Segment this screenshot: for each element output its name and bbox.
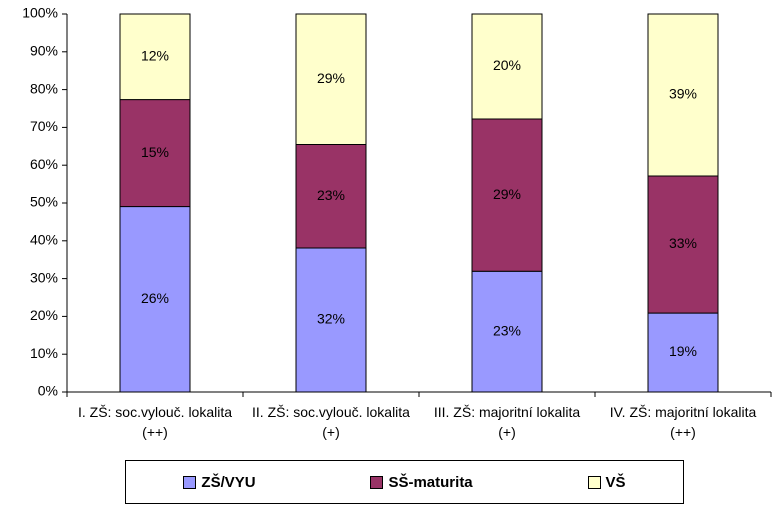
bar-segment (471, 13, 543, 120)
y-tick-label: 70% (30, 118, 58, 134)
y-tick-label: 30% (30, 269, 58, 285)
legend-label: SŠ-maturita (388, 473, 473, 491)
bar-segment (647, 175, 719, 314)
legend: ZŠ/VYU SŠ-maturita VŠ (125, 460, 684, 504)
data-label: 20% (493, 57, 521, 73)
legend-item: VŠ (587, 473, 626, 491)
legend-item: SŠ-maturita (370, 473, 473, 491)
bar-segment (295, 247, 367, 393)
y-tick-label: 50% (30, 194, 58, 210)
data-label: 29% (317, 70, 345, 86)
x-tick-label: II. ZŠ: soc.vylouč. lokalita (+) (252, 404, 410, 440)
x-tick-label: IV. ZŠ: majoritní lokalita (++) (609, 404, 757, 440)
legend-label: VŠ (605, 473, 626, 491)
x-tick-label: III. ZŠ: majoritní lokalita (+) (433, 404, 581, 440)
y-tick-label: 10% (30, 345, 58, 361)
y-tick-label: 100% (22, 5, 58, 21)
data-label: 15% (141, 144, 169, 160)
data-label: 26% (141, 290, 169, 306)
y-tick-label: 90% (30, 43, 58, 59)
bar-segment (295, 13, 367, 145)
bar-segment (471, 270, 543, 393)
y-tick-label: 0% (38, 383, 58, 399)
x-tick-label: I. ZŠ: soc.vylouč. lokalita (++) (77, 404, 233, 440)
legend-item: ZŠ/VYU (183, 473, 256, 491)
data-label: 32% (317, 311, 345, 327)
data-label: 23% (493, 322, 521, 338)
data-label: 23% (317, 187, 345, 203)
data-label: 29% (493, 186, 521, 202)
legend-swatch (587, 475, 601, 489)
legend-label: ZŠ/VYU (201, 473, 256, 491)
bar-segment (119, 13, 191, 101)
bar-segment (471, 118, 543, 272)
legend-swatch (370, 475, 384, 489)
bar-segment (647, 13, 719, 177)
y-tick-label: 80% (30, 80, 58, 96)
data-label: 12% (141, 47, 169, 63)
data-label: 33% (669, 235, 697, 251)
bar-segment (295, 144, 367, 249)
y-tick-label: 20% (30, 307, 58, 323)
data-label: 19% (669, 343, 697, 359)
y-tick-label: 40% (30, 232, 58, 248)
y-tick-label: 60% (30, 156, 58, 172)
legend-swatch (183, 475, 197, 489)
data-label: 39% (669, 86, 697, 102)
bar-segment (647, 312, 719, 393)
